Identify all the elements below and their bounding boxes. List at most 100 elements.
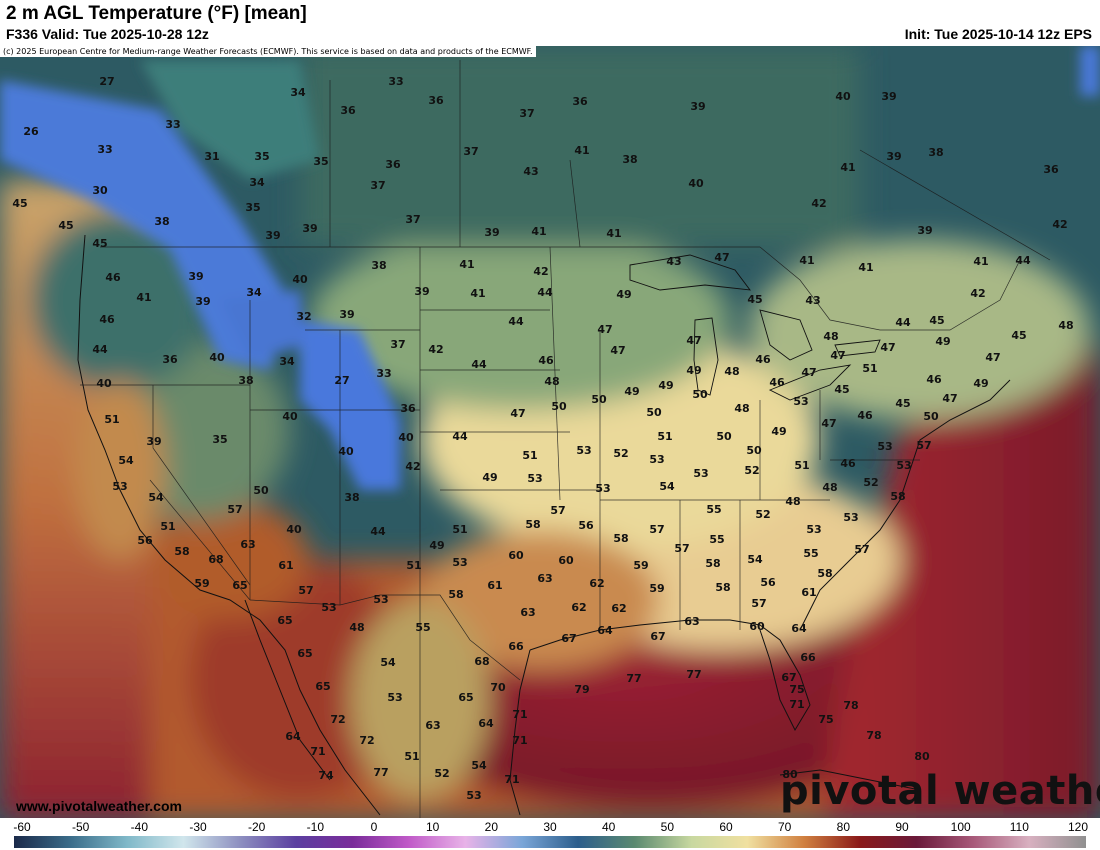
temperature-value-label: 57	[854, 543, 869, 556]
temperature-value-label: 40	[96, 377, 112, 390]
midwest-border	[549, 246, 561, 501]
temperature-value-label: 46	[105, 271, 121, 284]
temperature-value-label: 50	[746, 444, 762, 457]
labrador-cold-patch	[1080, 46, 1100, 96]
canada-province-border	[859, 149, 1051, 261]
temperature-value-label: 80	[914, 750, 930, 763]
canada-cool-zone	[300, 46, 860, 246]
temperature-value-label: 57	[674, 542, 689, 555]
legend-tick-label: -20	[247, 820, 266, 834]
legend-tick-label: 110	[1009, 820, 1029, 834]
temperature-value-label: 38	[238, 374, 253, 387]
temperature-value-label: 60	[749, 620, 765, 633]
temperature-value-label: 74	[318, 769, 334, 782]
temperature-value-label: 49	[771, 425, 786, 438]
great-lakes	[629, 254, 881, 401]
temperature-value-label: 59	[194, 577, 209, 590]
temperature-value-label: 55	[415, 621, 430, 634]
temperature-value-label: 40	[282, 410, 298, 423]
temperature-value-label: 53	[321, 601, 336, 614]
temperature-value-label: 67	[561, 632, 576, 645]
temperature-value-label: 46	[755, 353, 771, 366]
temperature-value-label: 51	[160, 520, 175, 533]
temperature-value-label: 43	[523, 165, 538, 178]
temperature-value-label: 42	[405, 460, 420, 473]
temperature-value-label: 58	[705, 557, 720, 570]
temperature-value-label: 77	[686, 668, 701, 681]
temperature-value-label: 63	[684, 615, 699, 628]
temperature-map[interactable]: 27 26 33 33 31 30 45 38 45 45 46 41 46 44 40 51 39 54 53 54…	[0, 46, 1100, 818]
temperature-value-label: 27	[99, 75, 114, 88]
temperature-value-label: 61	[278, 559, 293, 572]
legend-colorbar	[14, 836, 1086, 848]
website-url[interactable]: www.pivotalweather.com	[16, 798, 182, 814]
temperature-value-label: 46	[538, 354, 554, 367]
temperature-value-label: 64	[478, 717, 494, 730]
temperature-value-label: 49	[482, 471, 497, 484]
temperature-value-label: 80	[782, 768, 798, 781]
temperature-value-label: 49	[616, 288, 631, 301]
temperature-value-label: 66	[800, 651, 816, 664]
legend-tick-label: 10	[425, 820, 440, 834]
alberta-cool-region	[140, 60, 320, 180]
temperature-value-label: 39	[886, 150, 901, 163]
temperature-value-label: 26	[23, 125, 39, 138]
temperature-value-label: 47	[830, 349, 845, 362]
temperature-value-label: 30	[92, 184, 108, 197]
temperature-value-label: 58	[448, 588, 463, 601]
idaho-cold-region	[220, 290, 305, 360]
temperature-value-label: 53	[112, 480, 127, 493]
temperature-value-label: 48	[349, 621, 364, 634]
temperature-value-label: 43	[805, 294, 820, 307]
temperature-value-label: 49	[973, 377, 988, 390]
temperature-value-label: 45	[58, 219, 73, 232]
temperature-value-label: 35	[254, 150, 269, 163]
legend-tick-label: -50	[71, 820, 90, 834]
temperature-value-label: 65	[232, 579, 247, 592]
political-borders	[80, 60, 1051, 818]
temperature-value-label: 47	[714, 251, 729, 264]
temperature-value-label: 38	[622, 153, 637, 166]
temperature-value-label: 34	[279, 355, 295, 368]
temperature-value-label: 56	[578, 519, 594, 532]
temperature-value-label: 36	[428, 94, 444, 107]
temperature-value-label: 68	[208, 553, 223, 566]
temperature-value-label: 51	[452, 523, 467, 536]
temperature-value-label: 34	[249, 176, 265, 189]
temperature-value-label: 51	[522, 449, 537, 462]
legend-tick-label: 60	[719, 820, 733, 834]
temperature-value-label: 51	[657, 430, 672, 443]
temperature-value-label: 35	[245, 201, 260, 214]
temperature-value-label: 67	[781, 671, 796, 684]
temperature-value-label: 40	[835, 90, 851, 103]
temperature-value-label: 49	[935, 335, 950, 348]
temperature-value-label: 37	[463, 145, 478, 158]
temperature-value-label: 41	[858, 261, 873, 274]
temperature-value-label: 47	[985, 351, 1000, 364]
temperature-value-label: 34	[290, 86, 306, 99]
temperature-value-label: 42	[1052, 218, 1067, 231]
temperature-field	[0, 46, 1100, 818]
temperature-value-label: 48	[734, 402, 749, 415]
temperature-value-label: 58	[817, 567, 832, 580]
temperature-value-label: 33	[165, 118, 180, 131]
temperature-value-label: 41	[840, 161, 855, 174]
temperature-value-label: 60	[558, 554, 574, 567]
california-coast	[75, 380, 165, 560]
temperature-value-label: 33	[376, 367, 391, 380]
temperature-value-label: 50	[646, 406, 662, 419]
temperature-value-label: 52	[613, 447, 628, 460]
temperature-value-label: 57	[649, 523, 664, 536]
temperature-value-label: 55	[709, 533, 724, 546]
temperature-value-label: 51	[104, 413, 119, 426]
temperature-value-label: 62	[589, 577, 604, 590]
temperature-value-label: 66	[508, 640, 524, 653]
temperature-value-label: 35	[212, 433, 227, 446]
temperature-value-label: 54	[118, 454, 134, 467]
temperature-value-label: 58	[613, 532, 628, 545]
temperature-value-label: 51	[862, 362, 877, 375]
legend-tick-label: -30	[189, 820, 207, 834]
temperature-value-label: 39	[690, 100, 705, 113]
temperature-labels: 27 26 33 33 31 30 45 38 45 45 46 41 46 44 40 51 39 54 53 54…	[12, 75, 1073, 802]
temperature-value-label: 78	[866, 729, 881, 742]
